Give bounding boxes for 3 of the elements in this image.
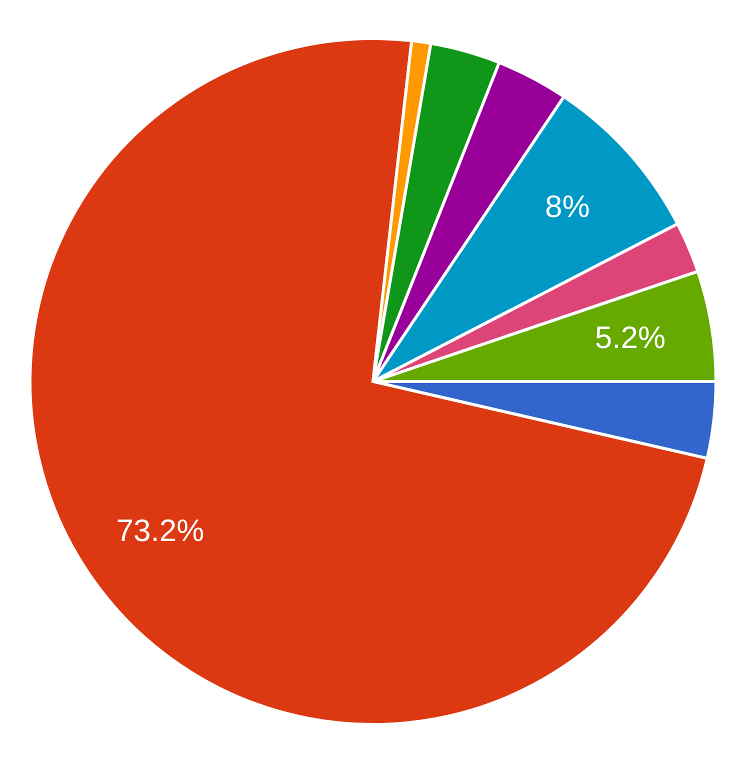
data-label: 5.2%	[594, 320, 666, 356]
data-label: 73.2%	[116, 513, 204, 548]
data-label: 8%	[545, 188, 590, 224]
